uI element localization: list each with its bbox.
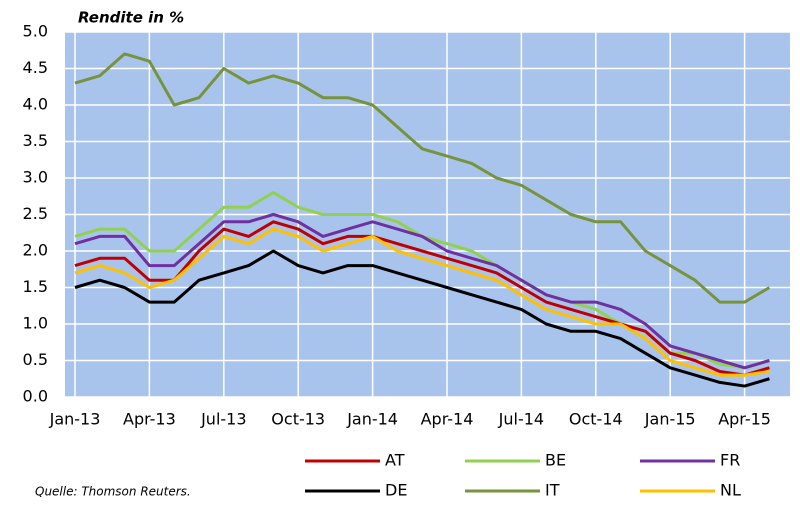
y-tick-label: 1.0: [23, 314, 48, 333]
y-tick-label: 2.5: [23, 204, 48, 223]
series-line: [74, 227, 770, 377]
legend-label: FR: [720, 451, 740, 470]
y-tick-label: 3.0: [23, 168, 48, 187]
y-tick-label: 3.5: [23, 131, 48, 150]
x-tick-label: Jul-14: [498, 410, 544, 429]
x-tick-label: Oct-13: [271, 410, 325, 429]
x-tick-label: Oct-14: [569, 410, 623, 429]
x-tick-label: Jul-13: [200, 410, 246, 429]
y-tick-label: 5.0: [23, 22, 48, 41]
legend-label: BE: [545, 451, 566, 470]
legend-label: DE: [385, 481, 407, 500]
y-tick-label: 2.0: [23, 241, 48, 260]
y-axis-label: Rendite in %: [78, 9, 184, 27]
series-line: [74, 249, 770, 388]
legend-label: IT: [545, 481, 560, 500]
x-tick-label: Jan-15: [644, 410, 696, 429]
y-tick-label: 1.5: [23, 277, 48, 296]
legend-label: AT: [385, 451, 405, 470]
x-tick-label: Apr-13: [123, 410, 176, 429]
x-tick-label: Apr-14: [421, 410, 474, 429]
legend-label: NL: [720, 481, 741, 500]
x-tick-label: Jan-14: [346, 410, 398, 429]
source: Quelle: Thomson Reuters.: [35, 485, 191, 499]
y-tick-label: 0.5: [23, 350, 48, 369]
x-tick-label: Jan-13: [49, 410, 101, 429]
series-line: [74, 220, 770, 377]
y-tick-label: 4.0: [23, 95, 48, 114]
series-line: [74, 213, 770, 370]
x-tick-label: Apr-15: [718, 410, 771, 429]
y-tick-label: 4.5: [23, 58, 48, 77]
series-line: [74, 52, 771, 304]
y-tick-label: 0.0: [23, 387, 48, 406]
